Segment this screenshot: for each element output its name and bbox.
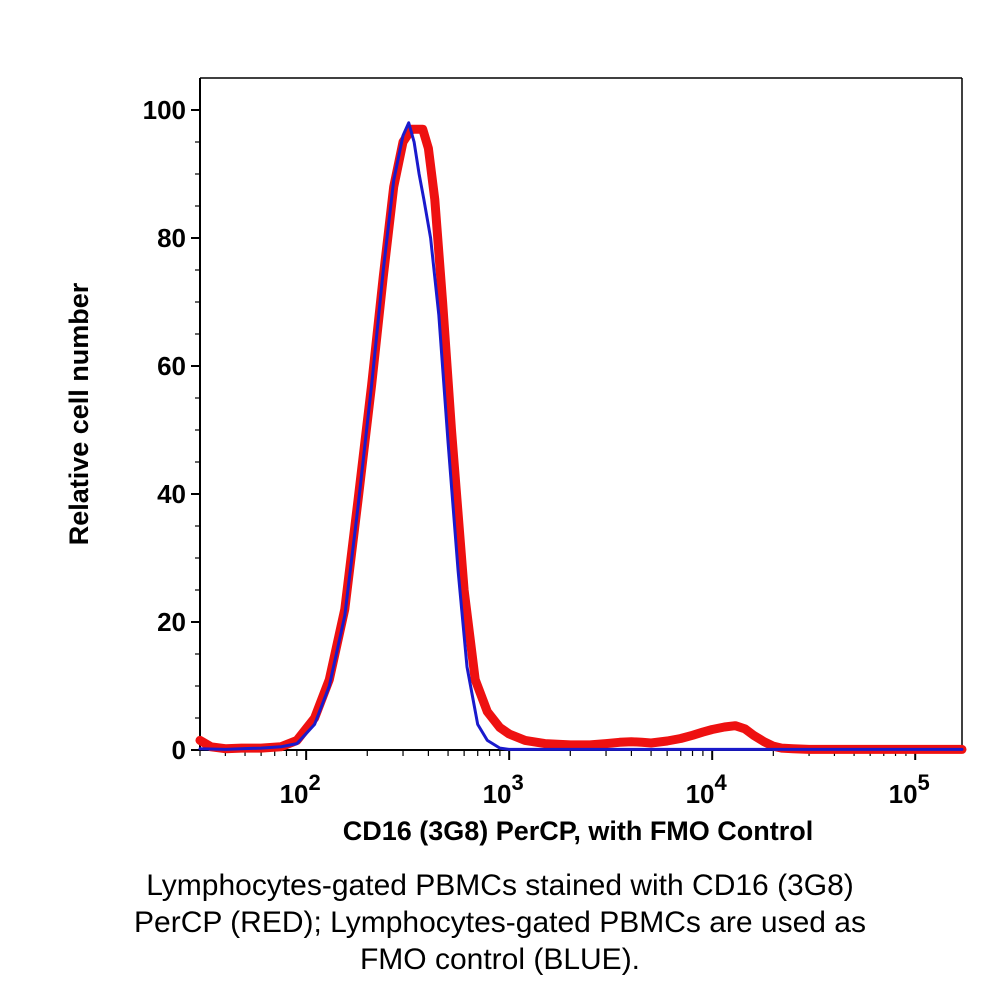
x-tick-base: 10 (889, 779, 918, 809)
caption-line-1: Lymphocytes-gated PBMCs stained with CD1… (146, 869, 854, 902)
series-layer (195, 121, 967, 754)
caption-line-2: PerCP (RED); Lymphocytes-gated PBMCs are… (134, 906, 866, 939)
x-tick-exponent: 4 (715, 770, 728, 795)
x-tick-label: 105 (889, 770, 930, 809)
y-tick-label: 80 (157, 223, 186, 253)
x-tick-exponent: 3 (512, 770, 524, 795)
y-tick-label: 0 (172, 735, 186, 765)
y-tick-label: 40 (157, 479, 186, 509)
x-tick-exponent: 5 (918, 770, 930, 795)
x-tick-base: 10 (483, 779, 512, 809)
caption-line-3: FMO control (BLUE). (360, 943, 640, 976)
y-tick-label: 20 (157, 607, 186, 637)
x-axis-title: CD16 (3G8) PerCP, with FMO Control (343, 816, 814, 846)
series-line-1 (198, 121, 964, 751)
x-tick-label: 104 (686, 770, 728, 809)
x-tick-exponent: 2 (308, 770, 320, 795)
y-tick-label: 60 (157, 351, 186, 381)
y-axis-title: Relative cell number (64, 282, 94, 545)
x-ticks: 102 103 104 105 (199, 750, 930, 809)
x-tick-base: 10 (280, 779, 309, 809)
y-tick-label: 100 (143, 95, 186, 125)
x-tick-label: 103 (483, 770, 524, 809)
x-tick-base: 10 (686, 779, 715, 809)
y-ticks: 0 20 40 60 80 100 (143, 95, 200, 765)
x-tick-label: 102 (280, 770, 321, 809)
series-line-0 (195, 124, 967, 754)
